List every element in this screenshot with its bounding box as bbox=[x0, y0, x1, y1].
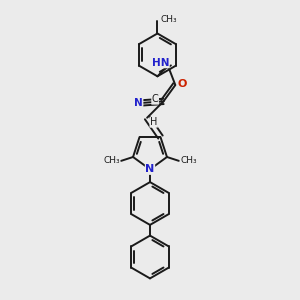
Text: H: H bbox=[150, 117, 157, 127]
Text: N: N bbox=[146, 164, 154, 174]
Text: N: N bbox=[134, 98, 143, 108]
Text: CH₃: CH₃ bbox=[161, 15, 178, 24]
Text: C: C bbox=[152, 94, 158, 104]
Text: CH₃: CH₃ bbox=[180, 156, 197, 165]
Text: CH₃: CH₃ bbox=[103, 156, 120, 165]
Text: HN: HN bbox=[152, 58, 169, 68]
Text: O: O bbox=[177, 79, 187, 88]
